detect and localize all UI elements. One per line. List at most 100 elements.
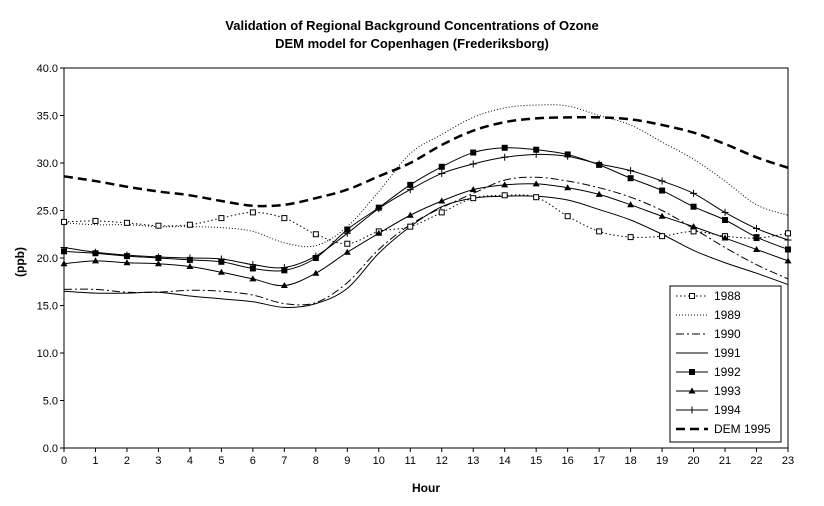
legend-label: 1993	[714, 384, 741, 398]
y-axis-label: (ppb)	[13, 247, 27, 277]
legend: 1988 1989 1990 1991 1992 1993 1994 DEM 1995	[669, 285, 782, 443]
x-axis-label: Hour	[412, 481, 440, 495]
data-point	[217, 255, 225, 263]
data-point	[60, 244, 68, 252]
data-point	[658, 212, 666, 219]
x-tick-label: 17	[593, 455, 605, 467]
y-tick-label: 30.0	[37, 158, 58, 170]
legend-box	[669, 285, 782, 443]
x-tick-label: 5	[218, 455, 224, 467]
data-point	[312, 252, 320, 260]
data-point	[249, 275, 257, 282]
x-tick-label: 12	[436, 455, 448, 467]
x-tick-label: 19	[656, 455, 668, 467]
data-point	[438, 197, 446, 204]
data-point	[91, 257, 99, 264]
data-point	[501, 144, 508, 151]
x-tick-label: 10	[373, 455, 385, 467]
data-point	[784, 236, 792, 244]
x-tick-label: 15	[530, 455, 542, 467]
data-point	[785, 230, 791, 237]
x-tick-label: 6	[250, 455, 256, 467]
legend-marker	[689, 369, 695, 375]
x-tick-label: 2	[124, 455, 130, 467]
data-point	[722, 217, 729, 223]
legend-label: 1989	[714, 308, 741, 322]
data-point	[154, 260, 162, 267]
legend-label: DEM 1995	[714, 422, 771, 436]
x-tick-label: 1	[92, 455, 98, 467]
data-point	[469, 160, 477, 168]
legend-marker	[688, 406, 696, 414]
x-tick-label: 22	[750, 455, 762, 467]
chart-title: Validation of Regional Background Concen…	[225, 18, 599, 33]
x-tick-label: 21	[719, 455, 731, 467]
legend-label: 1988	[714, 289, 741, 303]
data-point	[564, 152, 572, 160]
data-point	[501, 181, 509, 188]
x-tick-label: 18	[624, 455, 636, 467]
data-point	[61, 218, 67, 225]
y-tick-label: 10.0	[37, 348, 58, 360]
series-line-dem-1995	[63, 115, 789, 208]
x-tick-label: 9	[344, 455, 350, 467]
x-tick-label: 16	[562, 455, 574, 467]
data-point	[249, 261, 257, 269]
data-point	[595, 160, 603, 168]
data-point	[721, 234, 729, 241]
data-point	[627, 201, 635, 208]
legend-label: 1990	[714, 327, 741, 341]
x-tick-label: 7	[281, 455, 287, 467]
data-point	[438, 169, 446, 177]
y-tick-label: 20.0	[37, 253, 58, 265]
data-point	[312, 231, 319, 238]
data-point	[469, 186, 477, 193]
data-point	[438, 209, 445, 216]
data-point	[123, 251, 131, 259]
data-point	[60, 260, 68, 267]
data-point	[280, 282, 288, 289]
data-point	[123, 219, 130, 226]
data-point	[690, 223, 698, 230]
data-point	[659, 187, 666, 194]
data-point	[690, 203, 697, 210]
series-line-1993	[63, 183, 789, 287]
data-point	[627, 175, 634, 182]
y-tick-label: 5.0	[43, 396, 58, 408]
data-point	[596, 228, 603, 235]
data-point	[753, 245, 761, 252]
chart-subtitle: DEM model for Copenhagen (Frederiksborg)	[275, 36, 549, 51]
y-tick-label: 25.0	[37, 206, 58, 218]
data-point	[186, 221, 193, 228]
data-point	[721, 208, 729, 216]
x-tick-label: 11	[405, 455, 416, 467]
x-tick-label: 4	[187, 455, 193, 467]
data-point	[406, 186, 414, 194]
data-point	[501, 192, 508, 199]
data-point	[784, 257, 792, 264]
data-point	[753, 225, 761, 233]
legend-marker	[688, 387, 696, 394]
data-point	[280, 264, 288, 271]
data-point	[123, 259, 131, 266]
data-point	[186, 254, 194, 262]
data-point	[501, 153, 509, 161]
data-point	[155, 222, 162, 229]
data-point	[470, 195, 477, 202]
legend-label: 1994	[714, 403, 741, 417]
data-point	[438, 163, 445, 170]
data-point	[217, 268, 225, 275]
y-tick-label: 40.0	[37, 63, 58, 75]
data-point	[690, 189, 698, 197]
data-point	[312, 269, 320, 276]
data-point	[564, 213, 571, 220]
data-point	[281, 215, 288, 222]
data-point	[470, 149, 477, 156]
data-point	[218, 215, 225, 222]
data-point	[186, 263, 194, 270]
y-tick-label: 0.0	[43, 443, 58, 455]
data-point	[533, 194, 540, 201]
x-tick-label: 13	[467, 455, 479, 467]
data-point	[532, 150, 540, 158]
